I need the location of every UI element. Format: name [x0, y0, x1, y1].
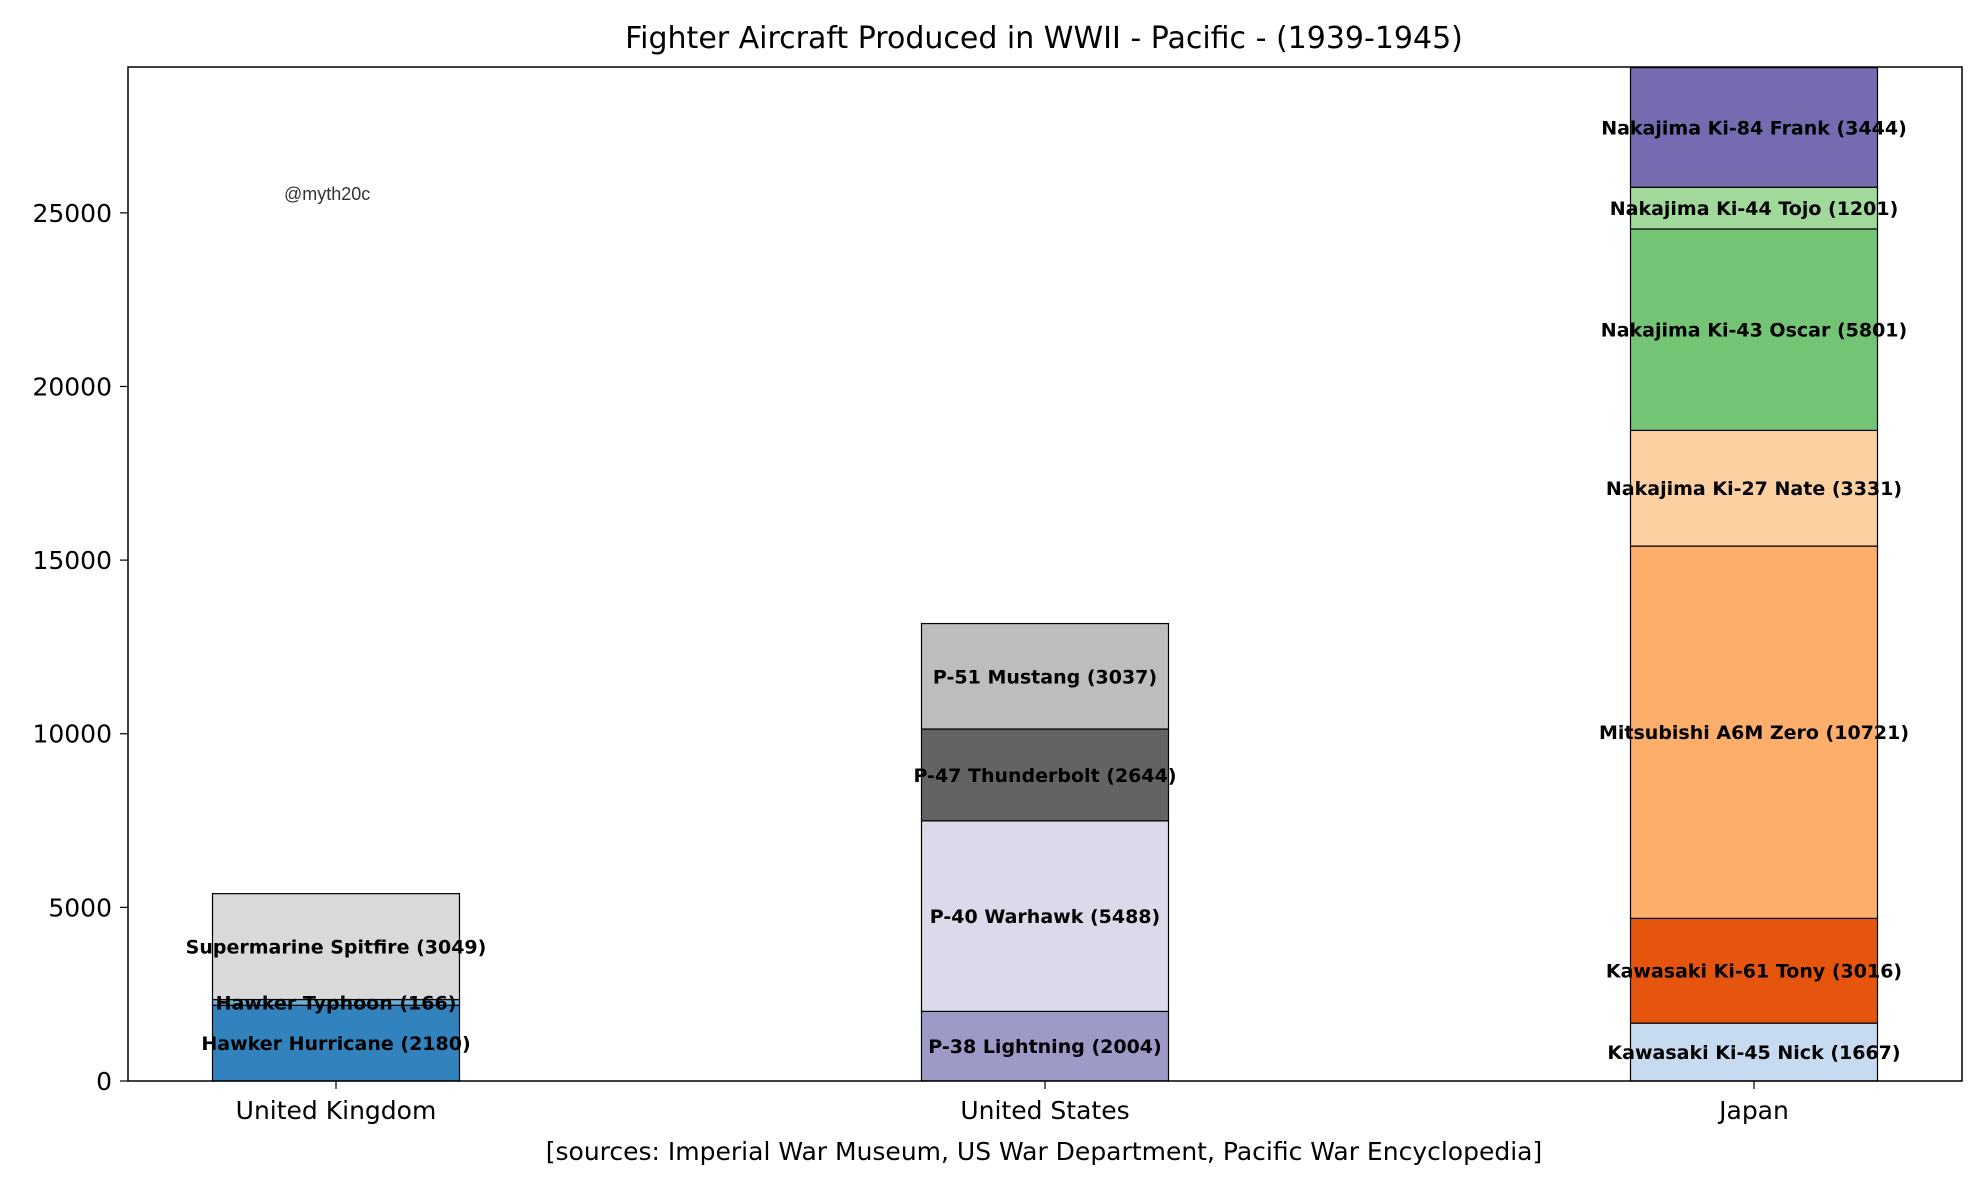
x-tick-label-1: United States — [960, 1096, 1129, 1125]
bar-segment-0-0 — [211, 1004, 461, 1082]
bar-segment-label-2-0: Kawasaki Ki-45 Nick (1667) — [1607, 1042, 1900, 1064]
bar-segment-1-3 — [920, 622, 1170, 730]
bar-segment-label-2-6: Nakajima Ki-84 Frank (3444) — [1601, 117, 1907, 139]
bar-segment-label-0-0: Hawker Hurricane (2180) — [201, 1033, 470, 1055]
y-tick-label-1: 5000 — [48, 893, 112, 922]
bar-segment-label-1-1: P-40 Warhawk (5488) — [930, 906, 1160, 928]
bar-segment-label-1-0: P-38 Lightning (2004) — [928, 1036, 1161, 1058]
plot-frame — [127, 66, 1963, 1082]
bar-segment-2-4 — [1629, 228, 1879, 432]
y-tick-label-4: 20000 — [32, 372, 112, 401]
bar-segment-label-1-2: P-47 Thunderbolt (2644) — [913, 765, 1176, 787]
x-axis-source-label: [sources: Imperial War Museum, US War De… — [546, 1137, 1542, 1166]
y-tick-label-3: 15000 — [32, 546, 112, 575]
y-tick-label-2: 10000 — [32, 720, 112, 749]
bar-segment-label-0-2: Supermarine Spitfire (3049) — [186, 937, 487, 959]
bar-segment-label-2-2: Mitsubishi A6M Zero (10721) — [1599, 722, 1909, 744]
bar-segment-2-0 — [1629, 1022, 1879, 1082]
bar-segment-label-2-4: Nakajima Ki-43 Oscar (5801) — [1601, 320, 1907, 342]
bar-segment-1-0 — [920, 1010, 1170, 1082]
bar-segment-2-5 — [1629, 186, 1879, 230]
y-tick-label-5: 25000 — [32, 199, 112, 228]
plot-area: Hawker Hurricane (2180) Hawker Typhoon (1… — [32, 66, 1963, 1125]
x-tick-label-2: Japan — [1717, 1096, 1789, 1125]
bar-segment-label-2-1: Kawasaki Ki-61 Tony (3016) — [1606, 961, 1902, 983]
bar-segment-2-2 — [1629, 545, 1879, 919]
bar-segment-1-2 — [920, 728, 1170, 822]
y-tick-label-0: 0 — [96, 1067, 112, 1096]
bar-segment-1-1 — [920, 820, 1170, 1013]
bar-segment-0-2 — [211, 893, 461, 1001]
bar-segment-2-3 — [1629, 429, 1879, 547]
bar-segment-2-6 — [1629, 67, 1879, 188]
watermark-text: @myth20c — [284, 184, 370, 204]
bar-segment-label-0-1: Hawker Typhoon (166) — [216, 992, 457, 1014]
x-tick-label-0: United Kingdom — [236, 1096, 437, 1125]
bar-segment-label-2-3: Nakajima Ki-27 Nate (3331) — [1606, 478, 1902, 500]
bar-segment-label-2-5: Nakajima Ki-44 Tojo (1201) — [1610, 198, 1899, 220]
chart-title: Fighter Aircraft Produced in WWII - Paci… — [625, 21, 1463, 56]
bar-segment-label-1-3: P-51 Mustang (3037) — [933, 666, 1157, 688]
